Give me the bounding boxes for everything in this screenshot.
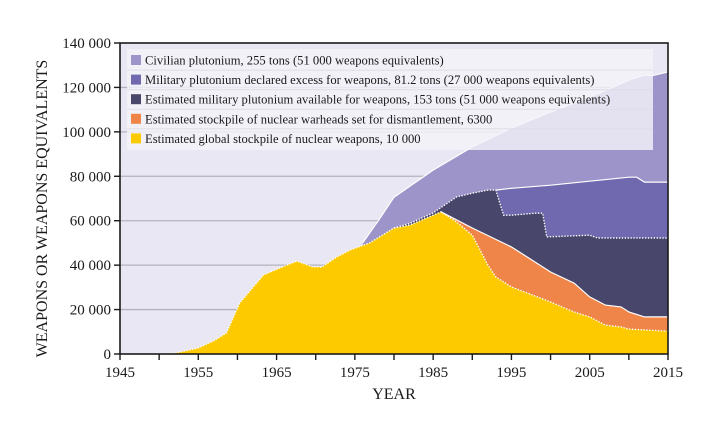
x-tick-label: 2015 — [653, 365, 683, 381]
legend-label: Estimated military plutonium available f… — [145, 93, 610, 107]
y-tick-label: 60 000 — [70, 214, 111, 230]
series-boundary-2 — [393, 189, 668, 239]
y-axis-title: WEAPONS OR WEAPONS EQUIVALENTS — [34, 60, 51, 358]
axes: 0 20 000 40 000 60 000 80 000 100 000 120 000 1… — [62, 36, 683, 381]
legend-swatch — [131, 94, 141, 105]
area-series-4 — [120, 211, 668, 354]
y-tick-label: 20 000 — [70, 303, 111, 319]
legend-label: Estimated global stockpile of nuclear we… — [145, 132, 421, 146]
x-tick-label: 1975 — [340, 365, 370, 381]
series-boundary-3 — [440, 211, 668, 318]
y-tick-label: 140 000 — [62, 36, 111, 52]
y-tick-label: 80 000 — [70, 169, 111, 185]
legend-label: Estimated stockpile of nuclear warheads … — [145, 112, 492, 126]
x-tick-label: 1965 — [262, 365, 292, 381]
y-tick-label: 0 — [104, 347, 112, 363]
y-tick-label: 120 000 — [62, 80, 111, 96]
legend-label: Civilian plutonium, 255 tons (51 000 wea… — [145, 54, 444, 68]
area-series-2 — [394, 190, 668, 317]
x-tick-label: 1995 — [496, 365, 526, 381]
x-axis-title: YEAR — [372, 386, 416, 403]
legend-box — [127, 49, 653, 150]
legend-swatch — [131, 133, 141, 144]
x-tick-label: 2005 — [575, 365, 605, 381]
legend-label: Military plutonium declared excess for w… — [145, 73, 594, 87]
series-boundary-4 — [120, 211, 669, 355]
legend: Civilian plutonium, 255 tons (51 000 wea… — [127, 49, 653, 150]
legend-swatch — [131, 113, 141, 124]
area-series-3 — [441, 211, 668, 332]
area-series-1 — [495, 177, 668, 238]
y-tick-label: 40 000 — [70, 258, 111, 274]
x-tick-label: 1955 — [183, 365, 213, 381]
y-tick-label: 100 000 — [62, 125, 111, 141]
x-tick-label: 1985 — [418, 365, 448, 381]
legend-swatch — [131, 74, 141, 85]
series-boundary-1 — [495, 176, 668, 191]
x-tick-label: 1945 — [105, 365, 135, 381]
legend-swatch — [131, 55, 141, 65]
series-areas — [120, 71, 669, 355]
